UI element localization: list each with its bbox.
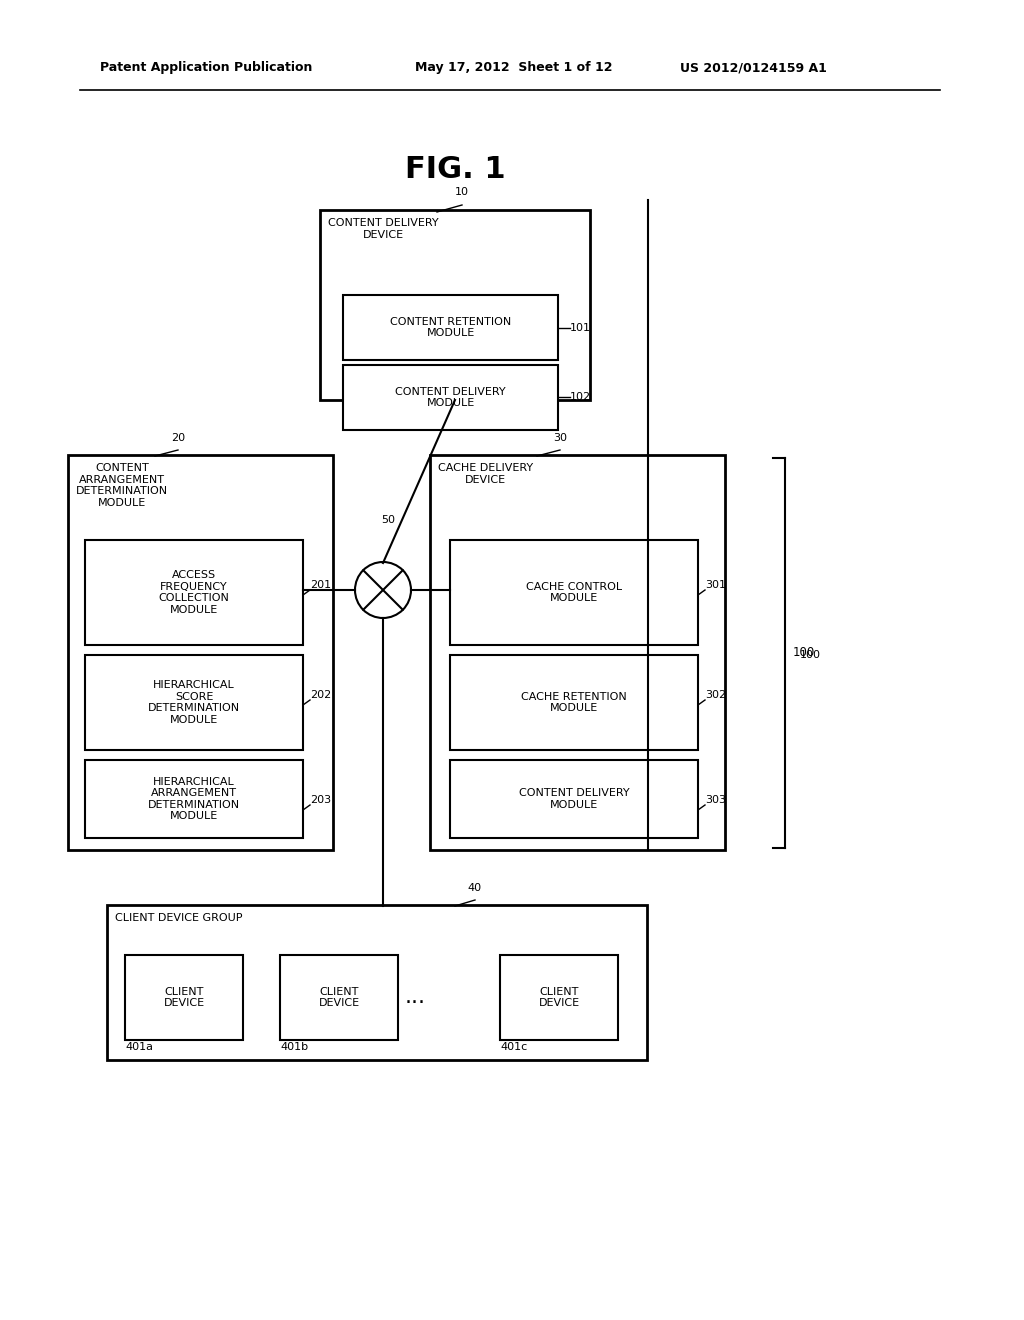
Text: HIERARCHICAL
ARRANGEMENT
DETERMINATION
MODULE: HIERARCHICAL ARRANGEMENT DETERMINATION M… [147,776,240,821]
Bar [125,954,243,1040]
Text: CACHE RETENTION
MODULE: CACHE RETENTION MODULE [521,692,627,713]
Text: 20: 20 [171,433,185,444]
Text: 30: 30 [553,433,567,444]
Bar [450,760,698,838]
Text: 201: 201 [310,579,331,590]
Text: CLIENT DEVICE GROUP: CLIENT DEVICE GROUP [115,913,243,923]
Bar [68,455,333,850]
Text: CACHE DELIVERY
DEVICE: CACHE DELIVERY DEVICE [438,463,534,484]
Text: CONTENT RETENTION
MODULE: CONTENT RETENTION MODULE [390,317,511,338]
Text: 401c: 401c [500,1041,527,1052]
Bar [450,540,698,645]
Text: Patent Application Publication: Patent Application Publication [100,62,312,74]
Text: CACHE CONTROL
MODULE: CACHE CONTROL MODULE [526,582,622,603]
Text: CONTENT
ARRANGEMENT
DETERMINATION
MODULE: CONTENT ARRANGEMENT DETERMINATION MODULE [76,463,168,508]
Text: HIERARCHICAL
SCORE
DETERMINATION
MODULE: HIERARCHICAL SCORE DETERMINATION MODULE [147,680,240,725]
Text: 100: 100 [800,649,821,660]
Bar [85,655,303,750]
Text: 203: 203 [310,795,331,805]
Text: FIG. 1: FIG. 1 [404,156,505,185]
Bar [430,455,725,850]
Bar [106,906,647,1060]
Text: 401b: 401b [280,1041,308,1052]
Text: ACCESS
FREQUENCY
COLLECTION
MODULE: ACCESS FREQUENCY COLLECTION MODULE [159,570,229,615]
Text: 202: 202 [310,690,331,700]
Text: CLIENT
DEVICE: CLIENT DEVICE [539,987,580,1008]
Bar [280,954,398,1040]
Text: 10: 10 [455,187,469,197]
Text: 102: 102 [570,392,591,403]
Text: CONTENT DELIVERY
MODULE: CONTENT DELIVERY MODULE [519,788,630,809]
Text: May 17, 2012  Sheet 1 of 12: May 17, 2012 Sheet 1 of 12 [415,62,612,74]
Bar [85,760,303,838]
Text: CLIENT
DEVICE: CLIENT DEVICE [318,987,359,1008]
Bar [85,540,303,645]
Bar [450,655,698,750]
Text: 40: 40 [468,883,482,894]
Text: 100: 100 [793,647,815,660]
Text: CONTENT DELIVERY
DEVICE: CONTENT DELIVERY DEVICE [328,218,438,240]
Text: 302: 302 [705,690,726,700]
Text: ...: ... [404,987,426,1007]
Text: 301: 301 [705,579,726,590]
Bar [343,366,558,430]
Bar [319,210,590,400]
Text: 50: 50 [381,515,395,525]
Text: 303: 303 [705,795,726,805]
Text: 101: 101 [570,323,591,333]
Text: US 2012/0124159 A1: US 2012/0124159 A1 [680,62,826,74]
Text: 401a: 401a [125,1041,153,1052]
Bar [500,954,618,1040]
Text: CONTENT DELIVERY
MODULE: CONTENT DELIVERY MODULE [395,387,506,408]
Bar [343,294,558,360]
Text: CLIENT
DEVICE: CLIENT DEVICE [164,987,205,1008]
